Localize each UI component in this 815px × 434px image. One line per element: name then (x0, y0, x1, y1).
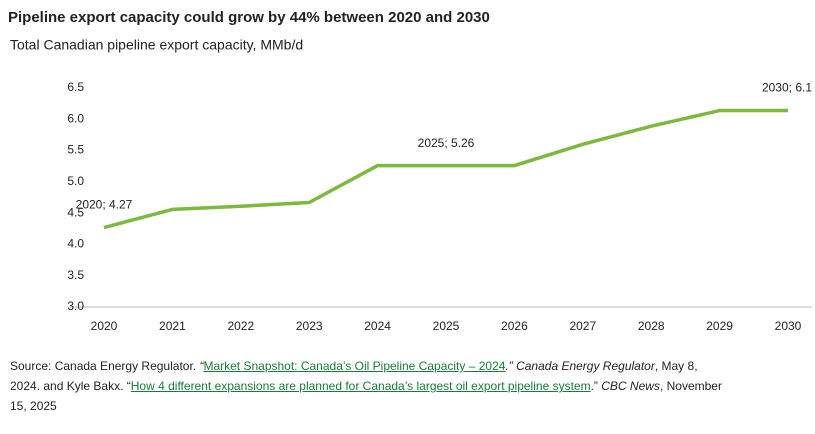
source-link[interactable]: How 4 different expansions are planned f… (130, 379, 591, 393)
data-label: 2020; 4.27 (76, 198, 133, 212)
source-note: Source: Canada Energy Regulator. “Market… (10, 356, 730, 416)
data-label: 2030; 6.1 (762, 81, 812, 95)
x-tick-label: 2030 (775, 319, 802, 333)
source-text: , May 8, 2024. and Kyle Bakx. “ (10, 359, 698, 393)
y-tick-label: 6.5 (67, 80, 84, 94)
chart-subtitle: Total Canadian pipeline export capacity,… (10, 37, 303, 53)
y-tick-label: 4.5 (67, 205, 84, 219)
source-text: .” Canada Energy Regulator (505, 359, 655, 373)
y-tick-label: 6.0 (67, 111, 84, 125)
source-text: .” (590, 379, 602, 393)
x-tick-label: 2024 (364, 319, 391, 333)
x-tick-label: 2027 (569, 319, 596, 333)
chart: Pipeline export capacity could grow by 4… (8, 9, 812, 333)
source-text: CBC News (601, 379, 660, 393)
x-tick-label: 2023 (296, 319, 323, 333)
y-tick-label: 5.5 (67, 143, 84, 157)
x-tick-label: 2021 (159, 319, 186, 333)
source-text: “ (199, 359, 204, 373)
source-text: , November 15, 2025 (10, 379, 722, 413)
x-tick-label: 2028 (638, 319, 665, 333)
x-tick-label: 2026 (501, 319, 528, 333)
data-line (103, 108, 788, 230)
x-tick-label: 2022 (227, 319, 254, 333)
x-tick-label: 2025 (433, 319, 460, 333)
x-tick-label: 2029 (706, 319, 733, 333)
chart-title: Pipeline export capacity could grow by 4… (8, 9, 490, 26)
y-tick-label: 3.5 (67, 268, 84, 282)
source-link[interactable]: Market Snapshot: Canada’s Oil Pipeline C… (203, 359, 506, 373)
data-label: 2025; 5.26 (418, 136, 475, 150)
x-tick-label: 2020 (91, 319, 118, 333)
y-tick-label: 5.0 (67, 174, 84, 188)
y-tick-label: 4.0 (67, 237, 84, 251)
source-text: Source: Canada Energy Regulator. (10, 359, 200, 373)
y-tick-label: 3.0 (67, 299, 84, 313)
